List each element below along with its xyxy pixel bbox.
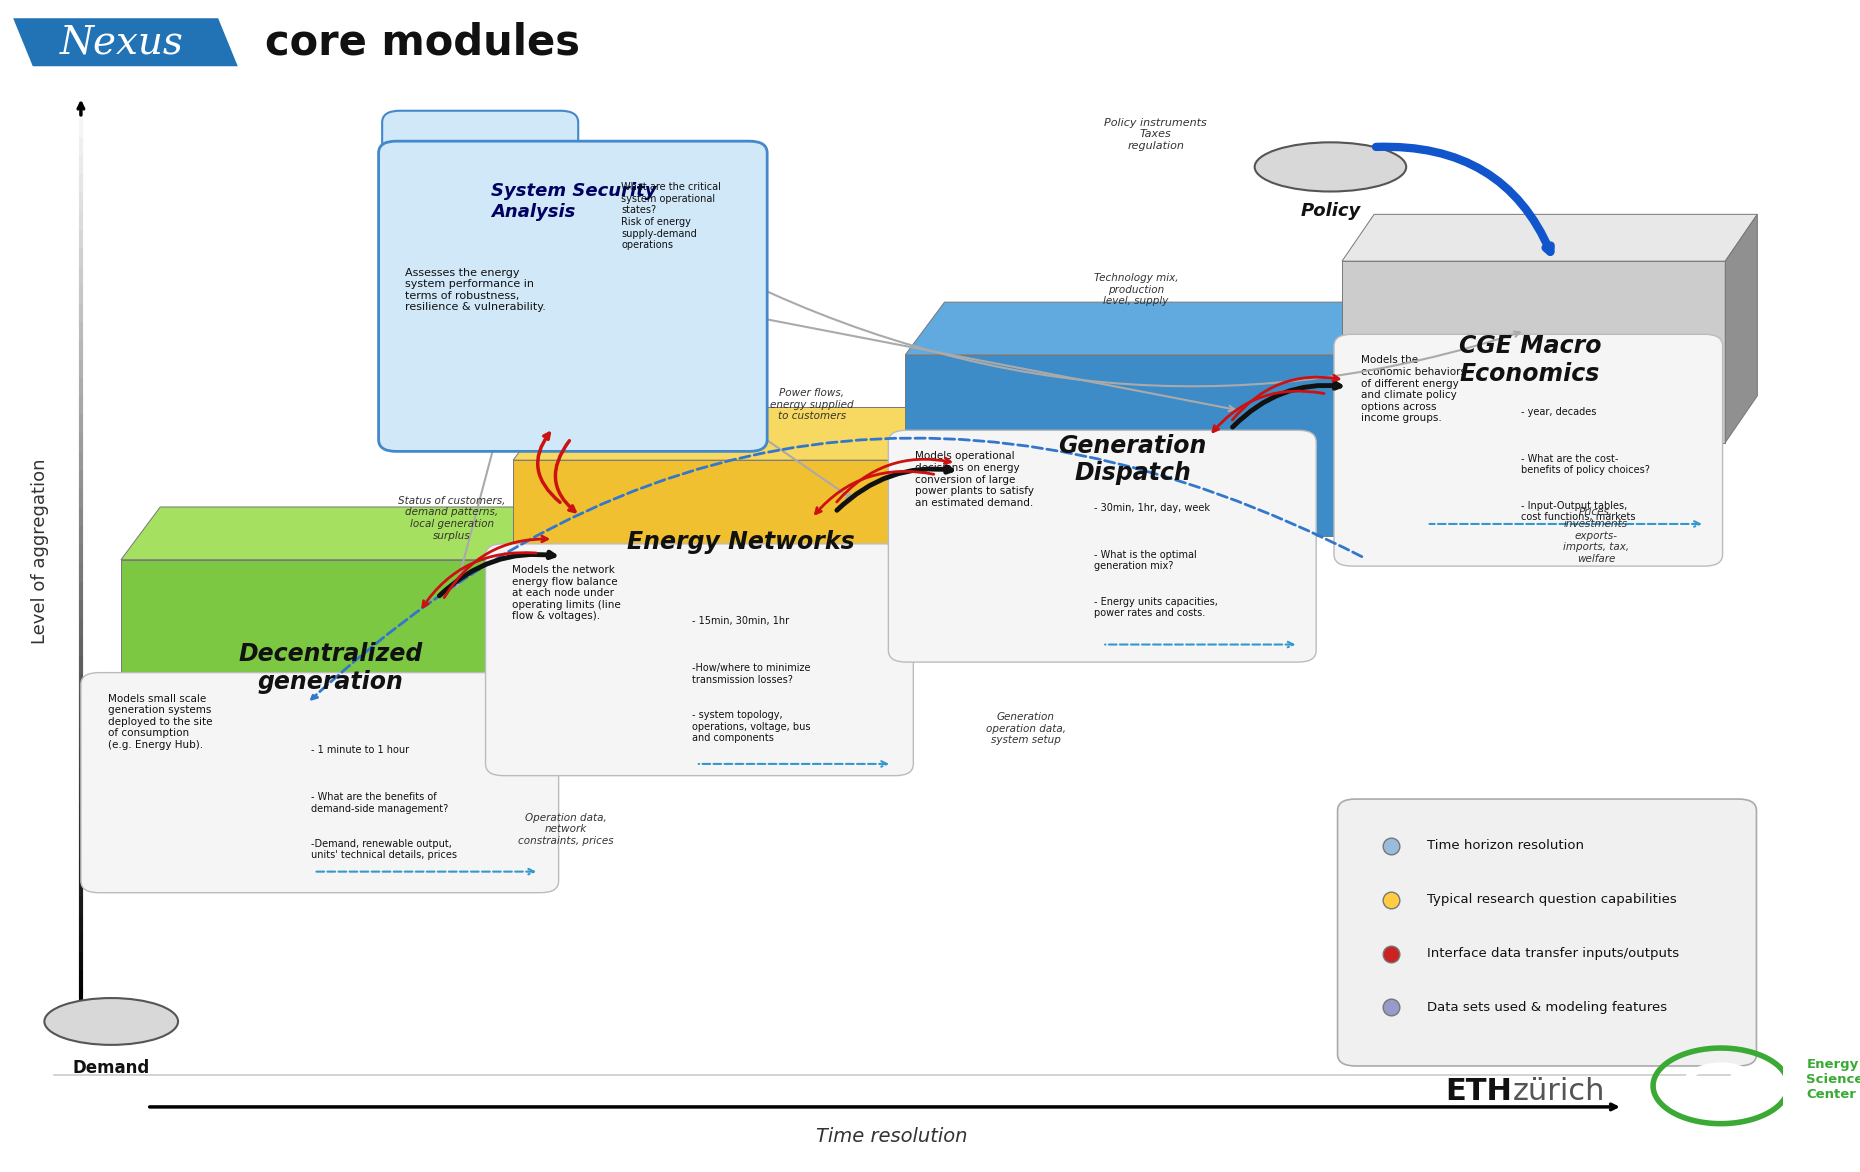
FancyBboxPatch shape: [1334, 334, 1722, 566]
Text: Energy
Science
Center: Energy Science Center: [1806, 1058, 1860, 1102]
Text: Models operational
decisions on energy
conversion of large
power plants to satis: Models operational decisions on energy c…: [915, 451, 1034, 507]
Text: System Security
Analysis: System Security Analysis: [491, 182, 657, 222]
Text: Operation data,
network
constraints, prices: Operation data, network constraints, pri…: [517, 813, 614, 846]
Text: Models the
economic behaviors
of different energy
and climate policy
options acr: Models the economic behaviors of differe…: [1362, 355, 1466, 423]
Text: Models small scale
generation systems
deployed to the site
of consumption
(e.g. : Models small scale generation systems de…: [108, 694, 212, 750]
Text: Generation
Dispatch: Generation Dispatch: [1058, 434, 1207, 485]
Ellipse shape: [1256, 142, 1406, 191]
Text: - 30min, 1hr, day, week: - 30min, 1hr, day, week: [1094, 503, 1211, 513]
Polygon shape: [1343, 214, 1758, 261]
Text: Prices,
investments
exports-
imports, tax,
welfare: Prices, investments exports- imports, ta…: [1562, 507, 1629, 564]
Text: Decentralized
generation: Decentralized generation: [238, 642, 422, 694]
Text: Assesses the energy
system performance in
terms of robustness,
resilience & vuln: Assesses the energy system performance i…: [405, 267, 547, 313]
Text: Generation
operation data,
system setup: Generation operation data, system setup: [986, 713, 1066, 745]
Text: - What are the cost-
benefits of policy choices?: - What are the cost- benefits of policy …: [1521, 454, 1650, 476]
Polygon shape: [13, 19, 238, 67]
Text: -Demand, renewable output,
units' technical details, prices: -Demand, renewable output, units' techni…: [311, 839, 458, 860]
Text: core modules: core modules: [264, 22, 580, 63]
Text: CGE Macro
Economics: CGE Macro Economics: [1458, 334, 1601, 386]
Polygon shape: [513, 461, 967, 606]
Text: Time horizon resolution: Time horizon resolution: [1427, 839, 1583, 852]
Text: zürich: zürich: [1512, 1077, 1605, 1106]
Polygon shape: [513, 408, 1006, 461]
Text: - system topology,
operations, voltage, bus
and components: - system topology, operations, voltage, …: [692, 710, 811, 743]
Polygon shape: [1360, 302, 1399, 537]
Polygon shape: [1343, 261, 1726, 443]
Text: Nexus: Nexus: [60, 25, 184, 61]
Text: Time resolution: Time resolution: [817, 1126, 967, 1146]
Polygon shape: [906, 302, 1399, 355]
FancyBboxPatch shape: [889, 430, 1317, 662]
Text: Policy instruments
Taxes
regulation: Policy instruments Taxes regulation: [1105, 117, 1207, 151]
Ellipse shape: [45, 999, 179, 1045]
Text: Models the network
energy flow balance
at each node under
operating limits (line: Models the network energy flow balance a…: [512, 565, 621, 621]
Text: -How/where to minimize
transmission losses?: -How/where to minimize transmission loss…: [692, 663, 811, 684]
Text: - Energy units capacities,
power rates and costs.: - Energy units capacities, power rates a…: [1094, 597, 1218, 618]
Text: - What are the benefits of
demand-side management?: - What are the benefits of demand-side m…: [311, 792, 448, 813]
Text: Energy Networks: Energy Networks: [627, 530, 854, 553]
Text: Level of aggregation: Level of aggregation: [32, 458, 48, 643]
Text: - What is the optimal
generation mix?: - What is the optimal generation mix?: [1094, 550, 1198, 571]
Text: Technology mix,
production
level, supply: Technology mix, production level, supply: [1094, 273, 1179, 306]
Text: Typical research question capabilities: Typical research question capabilities: [1427, 893, 1676, 906]
Polygon shape: [121, 507, 616, 560]
FancyBboxPatch shape: [485, 544, 913, 776]
Text: - 1 minute to 1 hour: - 1 minute to 1 hour: [311, 745, 409, 755]
Text: Demand: Demand: [73, 1059, 151, 1077]
Text: Data sets used & modeling features: Data sets used & modeling features: [1427, 1001, 1667, 1014]
Text: Status of customers,
demand patterns,
local generation
surplus: Status of customers, demand patterns, lo…: [398, 496, 506, 540]
FancyBboxPatch shape: [379, 141, 766, 451]
Polygon shape: [121, 560, 575, 741]
Text: What are the critical
system operational
states?
Risk of energy
supply-demand
op: What are the critical system operational…: [621, 182, 722, 250]
Text: Interface data transfer inputs/outputs: Interface data transfer inputs/outputs: [1427, 947, 1680, 960]
FancyBboxPatch shape: [80, 673, 558, 893]
Polygon shape: [967, 408, 1006, 606]
Text: Policy: Policy: [1300, 202, 1360, 220]
Text: Power flows,
energy supplied
to customers: Power flows, energy supplied to customer…: [770, 388, 854, 421]
FancyBboxPatch shape: [1337, 799, 1756, 1067]
Polygon shape: [906, 355, 1360, 537]
Polygon shape: [1726, 214, 1758, 443]
Text: ETH: ETH: [1445, 1077, 1512, 1106]
FancyBboxPatch shape: [381, 110, 578, 166]
Text: - 15min, 30min, 1hr: - 15min, 30min, 1hr: [692, 616, 789, 627]
Text: - Input-Output tables,
cost functions, markets: - Input-Output tables, cost functions, m…: [1521, 500, 1635, 523]
Polygon shape: [575, 507, 616, 741]
Text: - year, decades: - year, decades: [1521, 407, 1596, 417]
